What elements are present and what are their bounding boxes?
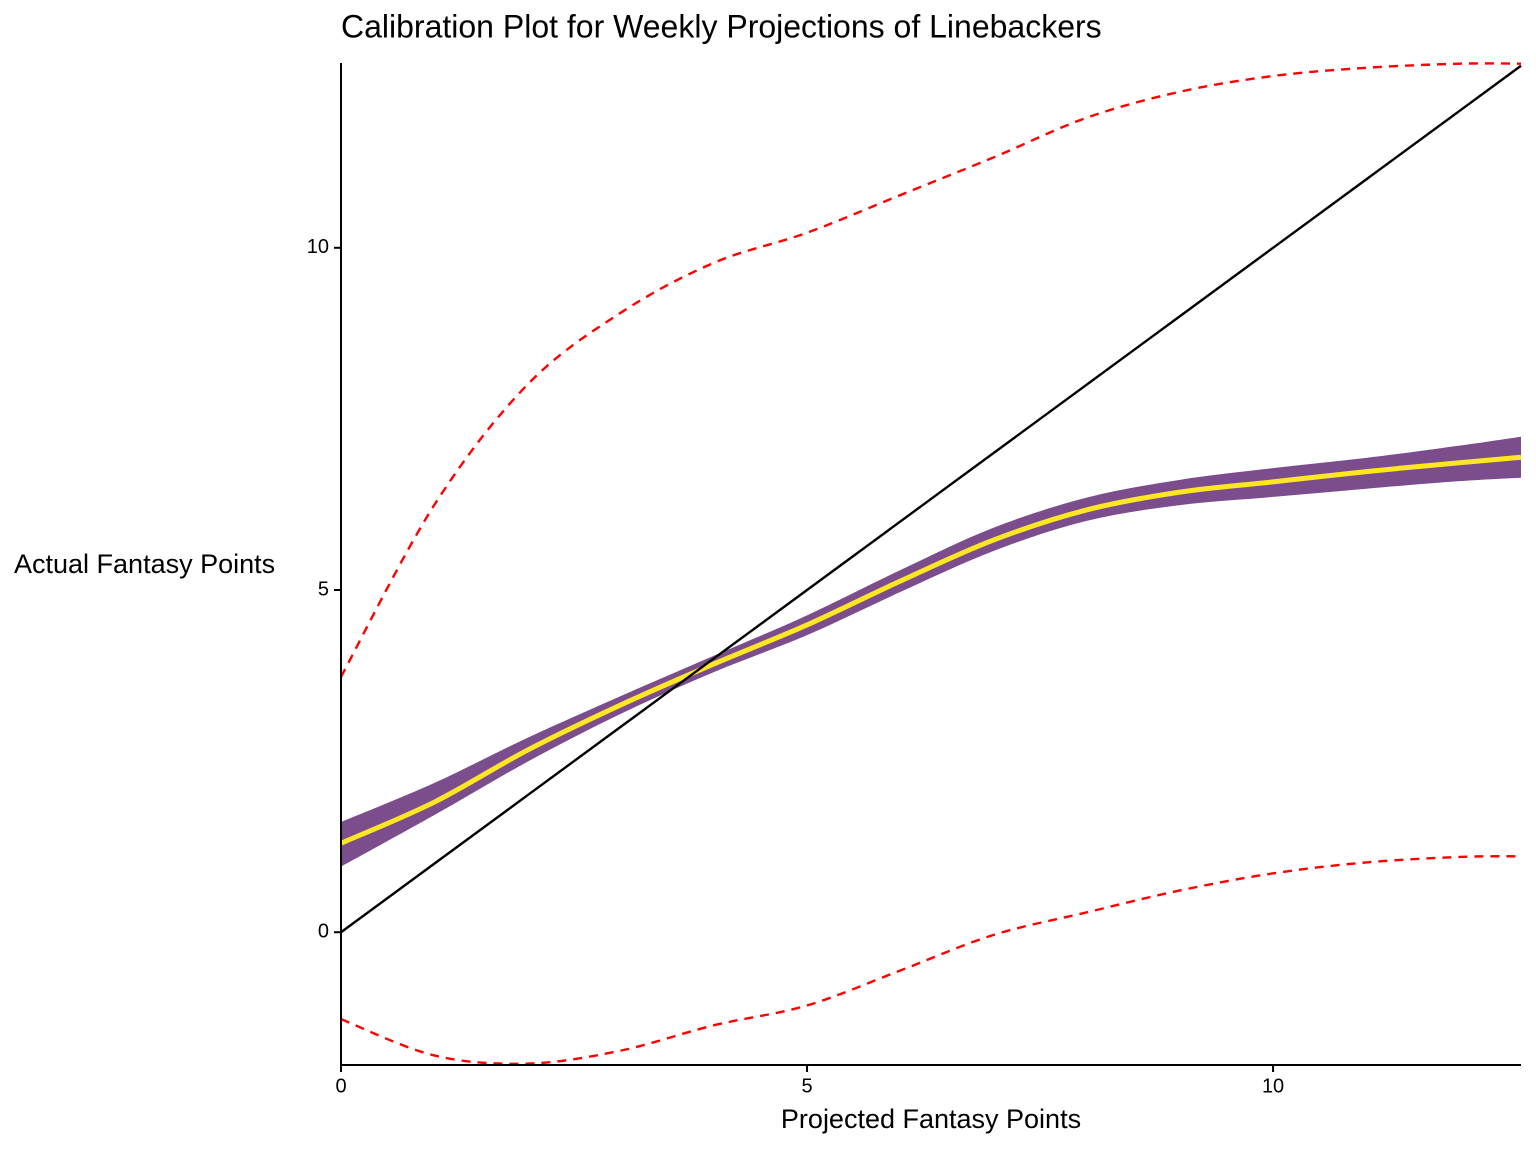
series-line [340,64,1522,934]
y-tick-label: 0 [318,921,329,943]
x-axis-label: Projected Fantasy Points [781,1104,1081,1134]
y-tick-label: 10 [307,236,329,258]
series-line [339,454,1522,846]
interval-line [340,855,1522,1065]
y-axis-label: Actual Fantasy Points [14,549,275,579]
chart-title: Calibration Plot for Weekly Projections … [341,8,1102,44]
x-tick-label: 10 [1262,1075,1284,1097]
x-tick-label: 5 [801,1075,812,1097]
y-tick-label: 5 [318,578,329,600]
confidence-band [341,436,1521,867]
x-tick-label: 0 [335,1075,346,1097]
interval-line [339,62,1522,678]
